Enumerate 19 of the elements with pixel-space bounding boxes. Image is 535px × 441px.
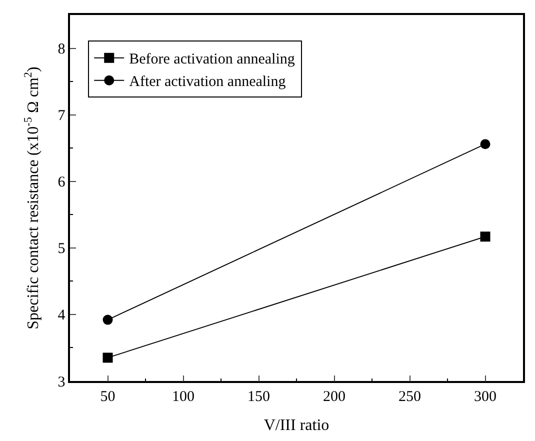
point xyxy=(102,314,113,325)
y-tick-label: 8 xyxy=(58,42,66,58)
x-tick-label: 100 xyxy=(172,388,194,405)
y-tick-label: 6 xyxy=(58,174,66,191)
y-tick-label: 7 xyxy=(58,108,66,124)
x-tick-label: 250 xyxy=(398,388,421,405)
x-tick-label: 200 xyxy=(323,388,346,405)
x-axis-title: V/III ratio xyxy=(264,416,330,434)
y-tick-label: 5 xyxy=(58,241,66,258)
point xyxy=(480,139,490,150)
x-tick-label: 50 xyxy=(100,388,116,405)
x-tick-label: 300 xyxy=(474,388,496,405)
point xyxy=(102,352,113,363)
legend-label: After activation annealing xyxy=(129,74,286,90)
legend-label: Before activation annealing xyxy=(129,52,296,68)
point xyxy=(480,232,490,242)
y-tick-label: 4 xyxy=(58,308,66,324)
y-tick-label: 3 xyxy=(58,374,66,390)
x-tick-label: 150 xyxy=(248,388,270,405)
